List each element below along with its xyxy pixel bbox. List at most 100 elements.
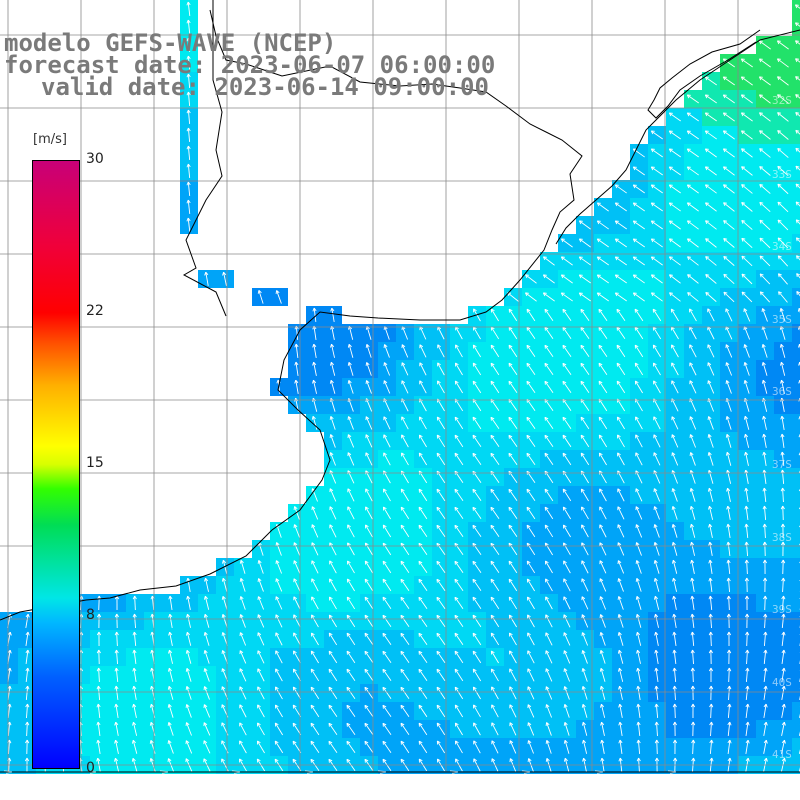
wind-arrow — [763, 649, 768, 665]
wind-arrow — [239, 559, 246, 574]
wind-arrow — [491, 740, 499, 754]
wind-arrow — [777, 165, 789, 176]
wind-arrow — [598, 362, 608, 376]
wind-arrow — [365, 452, 373, 466]
wind-arrow — [328, 650, 338, 664]
wind-arrow — [777, 219, 789, 231]
wind-arrow — [616, 380, 626, 394]
wind-arrow — [779, 361, 786, 376]
wind-arrow — [472, 344, 482, 358]
wind-arrow — [671, 416, 679, 430]
wind-arrow — [653, 506, 660, 520]
wind-arrow — [635, 452, 643, 466]
wind-arrow — [689, 344, 697, 358]
wind-arrow — [275, 596, 283, 610]
wind-arrow — [545, 740, 552, 754]
wind-arrow — [509, 668, 517, 682]
wind-arrow — [650, 184, 663, 194]
wind-arrow — [436, 614, 446, 628]
wind-speed-cell — [792, 414, 800, 432]
wind-arrow — [418, 524, 428, 538]
wind-arrow — [598, 452, 607, 466]
wind-arrow — [365, 416, 373, 430]
wind-arrow — [382, 704, 392, 717]
wind-arrow — [382, 632, 392, 646]
wind-arrow — [186, 577, 191, 592]
wind-speed-cell — [792, 486, 800, 504]
wind-arrow — [759, 201, 771, 213]
wind-arrow — [185, 686, 192, 700]
wind-arrow — [490, 308, 499, 322]
wind-arrow — [186, 55, 191, 71]
wind-arrow — [668, 220, 681, 230]
wind-arrow — [330, 343, 335, 358]
wind-arrow — [490, 380, 500, 394]
wind-arrow — [329, 578, 337, 592]
wind-arrow — [257, 596, 265, 610]
wind-arrow — [346, 722, 356, 735]
wind-arrow — [132, 649, 137, 665]
wind-arrow — [292, 704, 302, 718]
wind-arrow — [364, 686, 374, 699]
wind-arrow — [653, 577, 660, 592]
wind-arrow — [400, 650, 410, 663]
wind-arrow — [635, 434, 643, 448]
wind-arrow — [382, 506, 391, 520]
wind-arrow — [544, 416, 554, 430]
wind-arrow — [705, 202, 717, 212]
coastline-lagoon — [647, 29, 761, 119]
wind-arrow — [580, 452, 590, 466]
wind-arrow — [707, 487, 714, 502]
wind-arrow — [704, 166, 717, 176]
wind-arrow — [560, 292, 573, 302]
wind-arrow — [777, 273, 788, 285]
lon-label-55w: 55W — [376, 770, 389, 790]
wind-arrow — [472, 506, 482, 519]
wind-arrow — [689, 487, 696, 502]
wind-arrow — [708, 649, 713, 665]
wind-arrow — [578, 220, 591, 230]
wind-arrow — [794, 4, 800, 9]
wind-arrow — [508, 524, 518, 538]
wind-arrow — [617, 542, 625, 556]
wind-arrow — [132, 721, 138, 736]
wind-arrow — [650, 238, 663, 248]
wind-arrow — [401, 416, 409, 430]
wind-arrow — [436, 740, 446, 754]
wind-arrow — [329, 596, 337, 610]
wind-arrow — [310, 650, 320, 664]
wind-arrow — [563, 668, 571, 682]
wind-arrow — [472, 668, 482, 682]
wind-arrow — [257, 614, 265, 628]
wind-arrow — [723, 273, 735, 285]
wind-arrow — [294, 325, 299, 341]
wind-arrow — [96, 739, 101, 754]
wind-arrow — [96, 685, 101, 701]
wind-arrow — [745, 667, 750, 683]
wind-arrow — [400, 668, 410, 681]
wind-arrow — [203, 613, 210, 628]
wind-arrow — [581, 686, 588, 700]
wind-arrow — [781, 577, 786, 593]
wind-arrow — [257, 668, 265, 682]
wind-arrow — [562, 416, 572, 430]
wind-arrow — [490, 506, 500, 519]
wind-arrow — [383, 488, 391, 502]
wind-arrow — [709, 703, 714, 719]
wind-arrow — [401, 344, 409, 358]
wind-arrow — [671, 380, 679, 394]
wind-arrow — [132, 613, 137, 629]
wind-arrow — [168, 613, 173, 628]
wind-arrow — [580, 362, 590, 376]
wind-arrow — [508, 488, 518, 502]
wind-arrow — [454, 560, 464, 573]
colorbar-tick-0: 0 — [86, 760, 95, 776]
wind-arrow — [636, 703, 641, 718]
wind-arrow — [292, 686, 302, 700]
wind-arrow — [186, 19, 191, 35]
wind-arrow — [114, 613, 119, 629]
wind-arrow — [365, 506, 373, 520]
wind-arrow — [781, 559, 786, 575]
wind-arrow — [186, 91, 191, 107]
wind-arrow — [618, 703, 623, 718]
